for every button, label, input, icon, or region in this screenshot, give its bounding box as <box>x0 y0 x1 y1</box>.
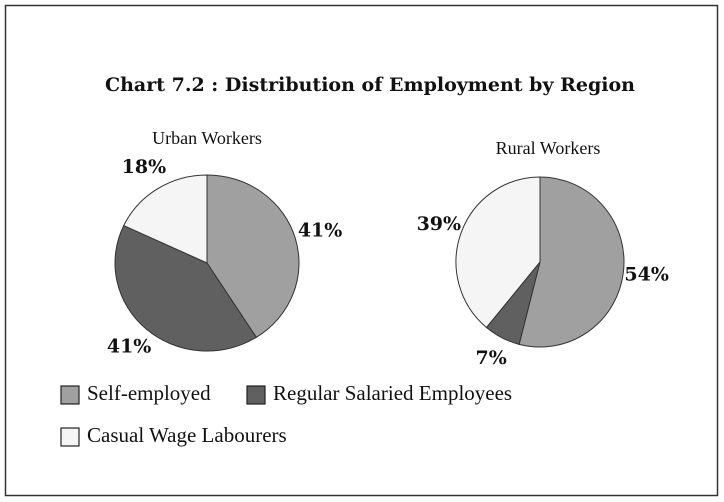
pie-slice <box>455 176 541 329</box>
pie-slice <box>518 176 625 348</box>
legend-label: Self-employed <box>87 381 211 405</box>
data-label: 41% <box>298 220 343 242</box>
data-label: 54% <box>624 264 669 286</box>
pie-slice <box>206 174 300 338</box>
data-label: 41% <box>107 335 152 357</box>
legend-swatch <box>246 385 266 405</box>
legend-label: Casual Wage Labourers <box>87 423 287 447</box>
data-label: 7% <box>476 347 507 369</box>
data-label: 39% <box>417 213 462 235</box>
pie-slice <box>123 174 208 264</box>
chart-title: Chart 7.2 : Distribution of Employment b… <box>105 74 635 96</box>
pie-title: Rural Workers <box>496 138 601 158</box>
data-label: 18% <box>122 156 167 178</box>
legend-label: Regular Salaried Employees <box>273 381 512 405</box>
legend-swatch <box>60 427 80 447</box>
pie-slice <box>114 224 258 352</box>
legend-swatch <box>60 385 80 405</box>
pie-title: Urban Workers <box>152 128 262 148</box>
